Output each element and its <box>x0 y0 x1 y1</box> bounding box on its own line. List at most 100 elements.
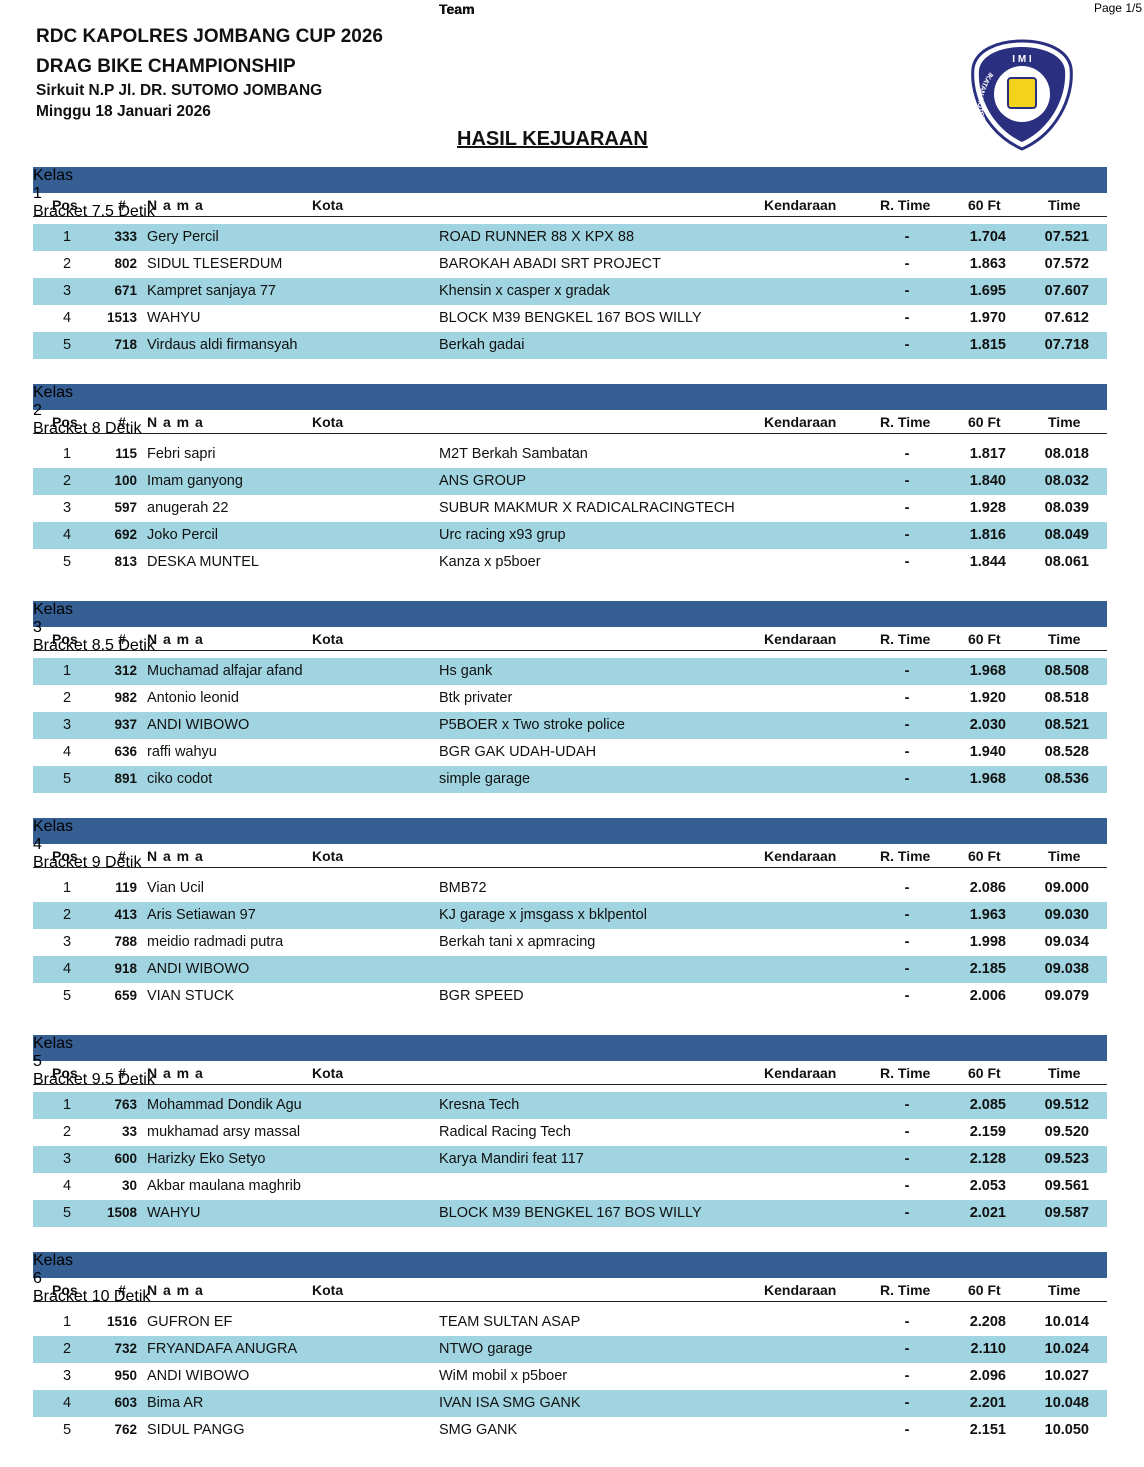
header-rule <box>33 433 1107 434</box>
cell-pos: 2 <box>62 907 72 923</box>
cell-nama: anugerah 22 <box>147 500 229 516</box>
column-header: 60 Ft <box>968 414 1001 430</box>
cell-nama: meidio radmadi putra <box>147 934 284 950</box>
cell-rtime: - <box>904 554 910 570</box>
cell-ft60: 1.963 <box>969 907 1006 923</box>
cell-pos: 3 <box>62 1151 72 1167</box>
cell-no: 918 <box>114 961 137 976</box>
cell-ft60: 1.816 <box>969 527 1006 543</box>
cell-team: Urc racing x93 grup <box>439 527 566 543</box>
cell-nama: Joko Percil <box>147 527 218 543</box>
page-label: Page 1/5 <box>1093 1 1142 15</box>
cell-rtime: - <box>904 310 910 326</box>
result-row: 2 100 Imam ganyong ANS GROUP - 1.840 08.032 <box>33 468 1107 496</box>
cell-rtime: - <box>904 229 910 245</box>
cell-team: Khensin x casper x gradak <box>439 283 610 299</box>
column-header: # <box>118 197 126 213</box>
cell-ft60: 2.208 <box>969 1314 1006 1330</box>
cell-team: Karya Mandiri feat 117 <box>439 1151 584 1167</box>
cell-rtime: - <box>904 771 910 787</box>
cell-no: 802 <box>114 256 137 271</box>
title-line: RDC KAPOLRES JOMBANG CUP 2026 <box>36 26 384 47</box>
cell-nama: SIDUL TLESERDUM <box>147 256 283 272</box>
cell-rtime: - <box>904 1341 910 1357</box>
cell-nama: ANDI WIBOWO <box>147 717 250 733</box>
column-header: Team <box>439 1 475 17</box>
cell-ft60: 1.940 <box>969 744 1006 760</box>
cell-ft60: 1.970 <box>969 310 1006 326</box>
header-rule <box>33 867 1107 868</box>
cell-pos: 3 <box>62 717 72 733</box>
cell-time: 09.561 <box>1044 1178 1089 1194</box>
cell-time: 07.607 <box>1044 283 1089 299</box>
cell-team: BLOCK M39 BENGKEL 167 BOS WILLY <box>439 1205 702 1221</box>
cell-ft60: 1.863 <box>969 256 1006 272</box>
cell-team: BAROKAH ABADI SRT PROJECT <box>439 256 661 272</box>
column-header: Pos <box>52 414 78 430</box>
section-bar: Kelas 3 Bracket 8.5 Detik <box>33 601 1107 654</box>
cell-rtime: - <box>904 527 910 543</box>
cell-team: SUBUR MAKMUR X RADICALRACINGTECH <box>439 500 735 516</box>
bracket: Bracket 8 Detik <box>33 420 142 437</box>
cell-nama: WAHYU <box>147 310 201 326</box>
cell-time: 07.718 <box>1044 337 1089 353</box>
kelas-number: 6 <box>33 1270 42 1287</box>
cell-team: M2T Berkah Sambatan <box>439 446 588 462</box>
column-header: Time <box>1048 197 1081 213</box>
result-row: 4 636 raffi wahyu BGR GAK UDAH-UDAH - 1.940 08… <box>33 739 1107 766</box>
cell-rtime: - <box>904 1368 910 1384</box>
cell-ft60: 1.704 <box>969 229 1006 245</box>
cell-rtime: - <box>904 961 910 977</box>
cell-pos: 2 <box>62 256 72 272</box>
logo-top: I M I <box>1012 54 1032 65</box>
cell-team: simple garage <box>439 771 531 787</box>
kelas-label: Kelas <box>33 601 74 618</box>
cell-team: IVAN ISA SMG GANK <box>439 1395 581 1411</box>
cell-team: WiM mobil x p5boer <box>439 1368 568 1384</box>
cell-ft60: 1.998 <box>969 934 1006 950</box>
column-header: Time <box>1048 1282 1081 1298</box>
cell-rtime: - <box>904 880 910 896</box>
result-row: 3 671 Kampret sanjaya 77 Khensin x casper x… <box>33 278 1107 306</box>
cell-pos: 3 <box>62 500 72 516</box>
result-row: 2 982 Antonio leonid Btk privater - 1.920 08.5… <box>33 685 1107 712</box>
kelas-label: Kelas <box>33 384 74 401</box>
column-header: 60 Ft <box>968 197 1001 213</box>
section-bar: Kelas 2 Bracket 8 Detik <box>33 384 1107 437</box>
cell-time: 10.050 <box>1044 1422 1089 1438</box>
cell-pos: 5 <box>62 554 72 570</box>
cell-ft60: 1.844 <box>969 554 1006 570</box>
cell-ft60: 2.021 <box>969 1205 1006 1221</box>
cell-no: 603 <box>114 1395 137 1410</box>
result-row: 4 30 Akbar maulana maghrib - 2.053 09.561 <box>33 1173 1107 1200</box>
cell-no: 891 <box>114 771 137 786</box>
result-row: 1 763 Mohammad Dondik Agu Kresna Tech - 2.085… <box>33 1092 1107 1120</box>
cell-no: 692 <box>114 527 137 542</box>
logo: I M I IKATAN MOTOR INDONESIA <box>971 39 1073 152</box>
column-header: R. Time <box>880 414 931 430</box>
cell-pos: 2 <box>62 1341 72 1357</box>
column-header: Team <box>439 1 475 17</box>
cell-rtime: - <box>904 1151 910 1167</box>
column-header: # <box>118 1282 126 1298</box>
column-header: Kendaraan <box>764 1065 837 1081</box>
cell-nama: mukhamad arsy massal <box>147 1124 301 1140</box>
column-header: N a m a <box>147 631 204 647</box>
kelas-number: 4 <box>33 836 42 853</box>
cell-time: 10.048 <box>1044 1395 1089 1411</box>
cell-no: 312 <box>114 663 137 678</box>
cell-nama: Kampret sanjaya 77 <box>147 283 276 299</box>
kelas-number: 2 <box>33 402 42 419</box>
cell-time: 09.587 <box>1044 1205 1089 1221</box>
column-header: 60 Ft <box>968 631 1001 647</box>
cell-nama: Muchamad alfajar afand <box>147 663 303 679</box>
header-rule <box>33 1084 1107 1085</box>
cell-no: 636 <box>114 744 137 759</box>
cell-nama: SIDUL PANGG <box>147 1422 245 1438</box>
subtitle-line: Minggu 18 Januari 2026 <box>36 103 211 120</box>
cell-pos: 5 <box>62 988 72 1004</box>
cell-pos: 2 <box>62 1124 72 1140</box>
result-row: 1 119 Vian Ucil BMB72 - 2.086 09.000 <box>33 875 1107 902</box>
cell-ft60: 2.110 <box>970 1341 1007 1357</box>
